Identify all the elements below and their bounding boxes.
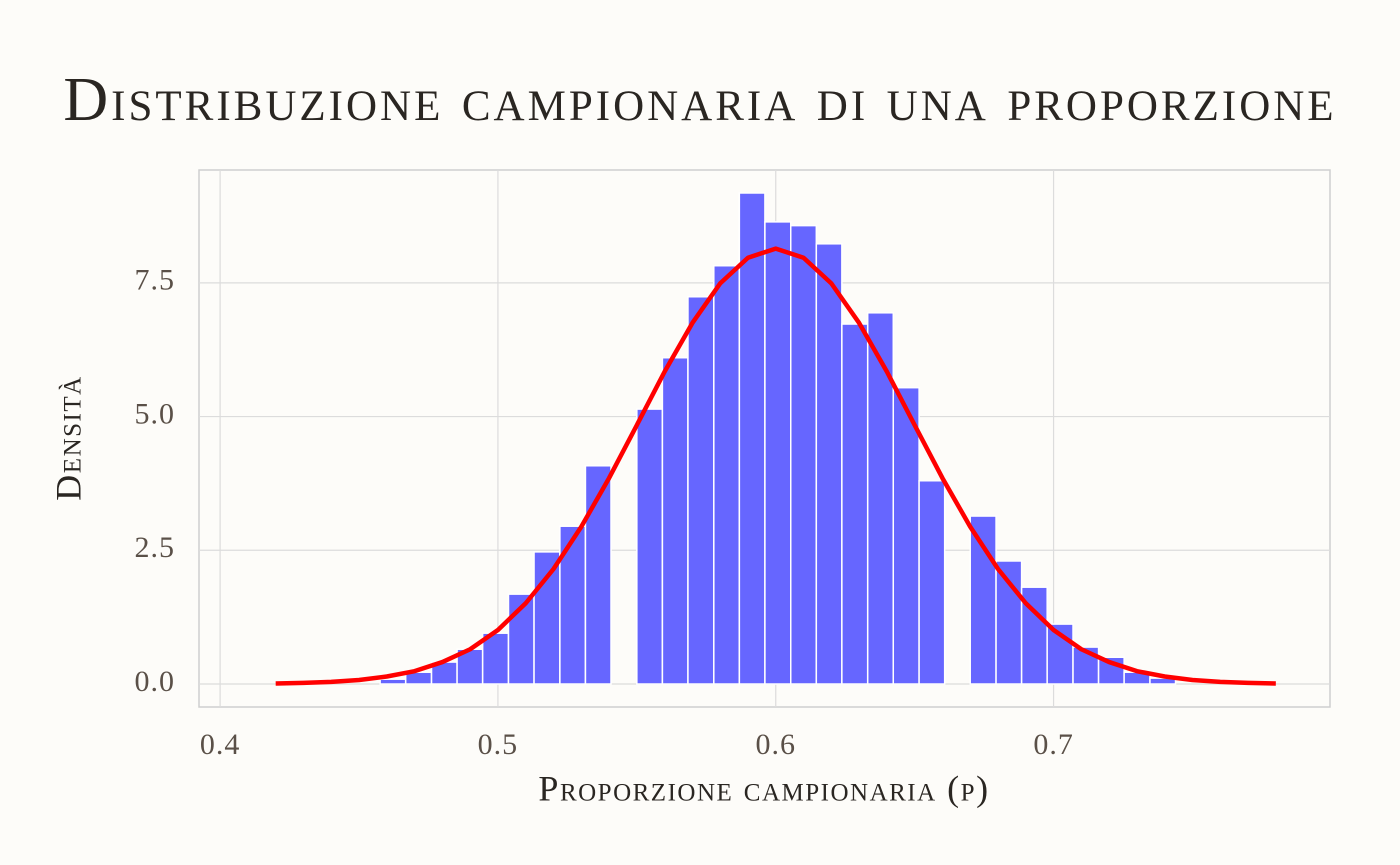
histogram-bar xyxy=(790,224,818,685)
histogram-bar xyxy=(841,323,869,685)
y-tick-label: 0.0 xyxy=(135,665,176,698)
plot-panel xyxy=(198,169,1331,708)
histogram-bar xyxy=(1046,623,1074,685)
density-curve xyxy=(275,246,1276,686)
histogram-bar xyxy=(892,386,920,685)
histogram-bar xyxy=(456,648,484,685)
histogram-bar xyxy=(687,296,715,685)
histogram-bar xyxy=(481,632,510,685)
histogram-bar xyxy=(969,515,997,685)
y-tick-label: 5.0 xyxy=(135,397,176,430)
histogram-bar xyxy=(738,192,766,685)
histogram-bar xyxy=(636,408,664,685)
histogram-bar xyxy=(379,678,407,685)
histogram-bar xyxy=(661,356,689,685)
x-axis-title: Proporzione campionaria (p) xyxy=(538,768,989,808)
chart-title: Distribuzione campionaria di una proporz… xyxy=(63,66,1336,134)
y-tick-label: 2.5 xyxy=(135,531,176,564)
histogram-bar xyxy=(918,480,946,685)
histogram-bar xyxy=(584,465,612,685)
x-tick-label: 0.7 xyxy=(1033,728,1074,761)
histogram-bar xyxy=(815,243,843,685)
y-axis-title: Densità xyxy=(48,375,88,500)
x-tick-label: 0.6 xyxy=(756,728,797,761)
histogram-bar xyxy=(713,264,741,685)
histogram-bar xyxy=(533,551,561,685)
histogram-bar xyxy=(866,312,895,685)
histogram-bar xyxy=(764,221,792,685)
x-tick-label: 0.4 xyxy=(200,728,241,761)
x-tick-label: 0.5 xyxy=(478,728,519,761)
y-tick-label: 7.5 xyxy=(135,264,176,297)
histogram-bar xyxy=(559,525,587,685)
